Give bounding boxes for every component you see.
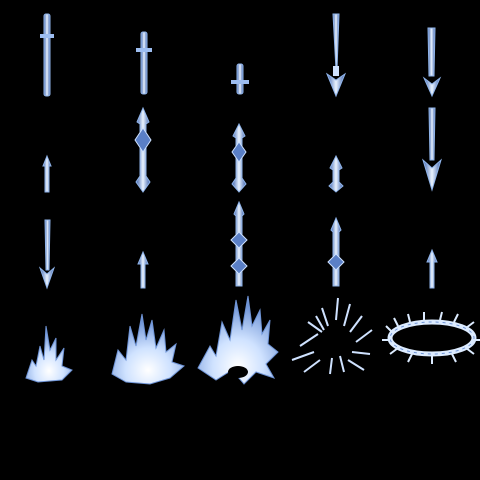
frame-arrow-spear-down-wide: [422, 27, 442, 98]
frame-sword-long: [40, 13, 54, 97]
frame-barbed-arrow-down: [38, 219, 56, 290]
frame-ornate-spike-mid: [231, 122, 247, 193]
frame-ornate-spike-tall: [134, 106, 152, 193]
frame-sword-short: [136, 31, 152, 95]
frame-burst-medium: [111, 313, 185, 385]
frame-small-spike: [42, 154, 52, 193]
frame-small-spike-stub: [426, 248, 438, 289]
frame-frost-ring: [382, 311, 480, 364]
frame-sword-stub: [231, 63, 249, 95]
frame-burst-small: [25, 325, 73, 383]
frame-barbed-lance-mid: [327, 216, 345, 287]
frame-burst-scatter: [291, 297, 373, 375]
frame-ornate-spike-small: [328, 154, 344, 193]
frame-barbed-lance-tall: [230, 200, 248, 287]
frame-arrow-down-long: [422, 107, 442, 192]
frame-burst-large: [197, 295, 279, 385]
frame-arrow-spear-down: [325, 13, 347, 98]
frame-small-spike-up: [137, 250, 149, 289]
